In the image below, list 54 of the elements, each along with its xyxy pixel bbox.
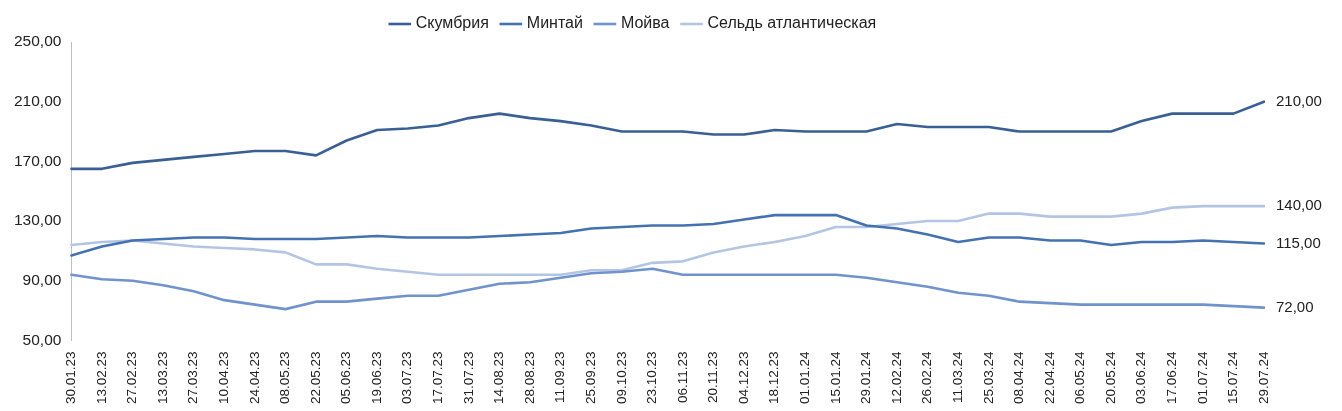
x-tick-label: 11.03.24 bbox=[949, 350, 965, 404]
x-tick-label: 05.06.23 bbox=[338, 351, 354, 405]
x-tick-label: 11.09.23 bbox=[552, 351, 568, 404]
x-tick-label: 15.01.24 bbox=[827, 350, 843, 405]
x-tick-label: 03.07.23 bbox=[399, 351, 415, 405]
x-tick-label: 29.07.24 bbox=[1255, 350, 1271, 405]
x-tick-label: 12.02.24 bbox=[888, 350, 904, 405]
x-tick-label: 27.02.23 bbox=[124, 351, 140, 405]
x-tick-label: 01.07.24 bbox=[1194, 350, 1210, 405]
x-tick-label: 31.07.23 bbox=[460, 351, 476, 405]
y-tick-label: 170,00 bbox=[13, 151, 62, 169]
x-tick-label: 15.07.24 bbox=[1225, 350, 1241, 405]
data-label: 210,00 bbox=[1276, 91, 1322, 109]
x-tick-label: 20.05.24 bbox=[1102, 350, 1118, 405]
x-tick-label: 09.10.23 bbox=[613, 351, 629, 405]
legend-label: Сельдь атлантическая bbox=[707, 14, 877, 32]
x-tick-label: 25.03.24 bbox=[980, 350, 996, 405]
y-tick-label: 90,00 bbox=[22, 271, 62, 289]
data-label: 72,00 bbox=[1276, 297, 1314, 315]
x-tick-label: 22.05.23 bbox=[307, 351, 323, 405]
x-tick-label: 03.06.24 bbox=[1133, 350, 1149, 405]
y-tick-label: 250,00 bbox=[13, 32, 62, 50]
data-label: 115,00 bbox=[1276, 233, 1321, 251]
x-tick-label: 08.04.24 bbox=[1011, 350, 1027, 405]
x-tick-label: 27.03.23 bbox=[185, 351, 201, 405]
x-tick-label: 29.01.24 bbox=[858, 350, 874, 405]
y-tick-label: 210,00 bbox=[13, 91, 62, 109]
x-tick-label: 24.04.23 bbox=[246, 351, 262, 405]
y-tick-label: 50,00 bbox=[22, 330, 62, 348]
x-tick-label: 17.07.23 bbox=[430, 351, 446, 405]
x-tick-label: 20.11.23 bbox=[705, 351, 721, 404]
x-tick-label: 06.11.23 bbox=[674, 351, 690, 404]
x-tick-label: 06.05.24 bbox=[1072, 350, 1088, 405]
legend-label: Скумбрия bbox=[415, 14, 489, 32]
x-tick-label: 23.10.23 bbox=[644, 351, 660, 405]
x-tick-label: 08.05.23 bbox=[277, 351, 293, 405]
x-tick-label: 14.08.23 bbox=[491, 351, 507, 405]
x-tick-label: 25.09.23 bbox=[582, 351, 598, 405]
x-tick-label: 10.04.23 bbox=[216, 351, 232, 405]
x-tick-label: 18.12.23 bbox=[766, 351, 782, 405]
x-tick-label: 01.01.24 bbox=[797, 350, 813, 405]
x-tick-label: 19.06.23 bbox=[368, 351, 384, 405]
data-label: 140,00 bbox=[1276, 196, 1322, 214]
x-tick-label: 13.02.23 bbox=[93, 351, 109, 405]
legend-label: Мойва bbox=[620, 14, 670, 32]
x-tick-label: 04.12.23 bbox=[735, 351, 751, 405]
x-tick-label: 26.02.24 bbox=[919, 350, 935, 405]
y-tick-label: 130,00 bbox=[13, 211, 62, 229]
x-tick-label: 17.06.24 bbox=[1163, 350, 1179, 405]
x-tick-label: 22.04.24 bbox=[1041, 350, 1057, 405]
legend-label: Минтай bbox=[526, 14, 583, 32]
x-tick-label: 28.08.23 bbox=[521, 351, 537, 405]
x-tick-label: 30.01.23 bbox=[63, 351, 79, 405]
x-tick-label: 13.03.23 bbox=[154, 351, 170, 405]
